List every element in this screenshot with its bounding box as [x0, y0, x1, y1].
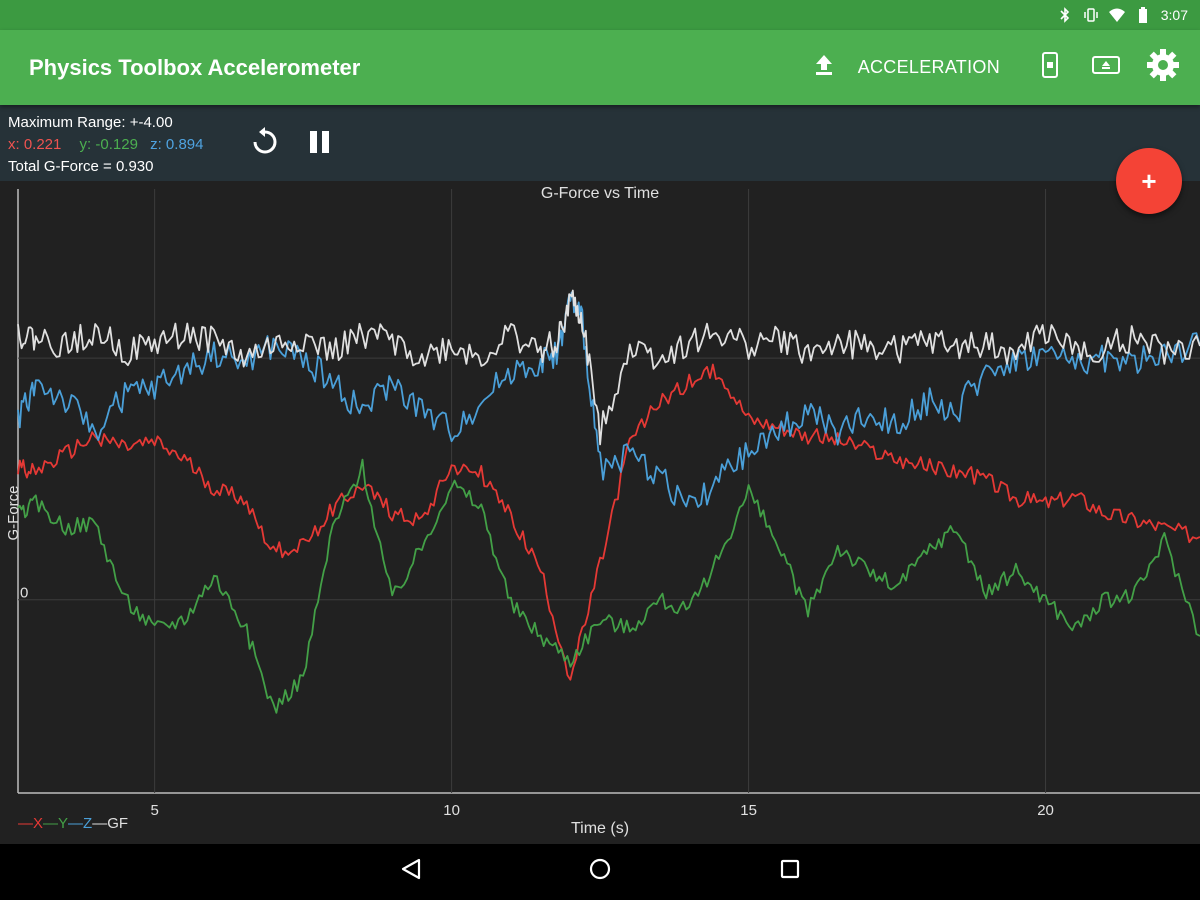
- gear-icon: [1146, 48, 1180, 87]
- series-line-y: [17, 458, 1200, 714]
- upload-icon: [814, 54, 834, 81]
- series-line-x: [17, 363, 1200, 681]
- battery-icon: [1135, 7, 1151, 23]
- status-time: 3:07: [1160, 7, 1188, 23]
- readout-panel: Maximum Range: +-4.00 x: 0.221 y: -0.129…: [0, 105, 1200, 181]
- screen-icon: [1092, 55, 1120, 80]
- legend-z-line: —: [68, 815, 84, 832]
- reset-button[interactable]: [248, 126, 282, 162]
- chart-grid: [17, 189, 1200, 794]
- chart-legend: —X—Y—Z—GF: [18, 815, 128, 832]
- gforce-chart: 5 10 15 20 0 G-Force vs Time Time (s) G-For…: [0, 181, 1200, 844]
- max-range-label: Maximum Range: +-4.00: [8, 114, 173, 131]
- wifi-icon: [1108, 7, 1125, 23]
- phone-orientation-icon: [1041, 52, 1059, 83]
- back-icon: [400, 858, 422, 885]
- home-icon: [589, 858, 611, 885]
- vibrate-icon: [1083, 7, 1099, 23]
- app-bar: Physics Toolbox Accelerometer ACCELERATI…: [0, 30, 1200, 105]
- legend-y: Y: [58, 815, 69, 832]
- y-tick-label: 0: [20, 585, 28, 602]
- y-axis-label: G-Force: [5, 485, 22, 540]
- legend-x: X: [33, 815, 44, 832]
- reset-icon: [250, 126, 280, 162]
- recents-button[interactable]: [775, 856, 805, 886]
- status-bar: 3:07: [0, 0, 1200, 30]
- chart-title: G-Force vs Time: [541, 185, 659, 202]
- z-value: z: 0.894: [150, 136, 204, 153]
- bluetooth-icon: [1057, 7, 1073, 23]
- back-button[interactable]: [396, 856, 426, 886]
- x-axis-label: Time (s): [571, 820, 629, 837]
- y-tick-labels: 0: [20, 585, 28, 602]
- chart-series: [17, 289, 1200, 714]
- x-tick-label: 20: [1037, 802, 1054, 819]
- phone-orientation-button[interactable]: [1022, 30, 1078, 105]
- y-value: y: -0.129: [79, 136, 138, 153]
- mode-acceleration-button[interactable]: ACCELERATION: [857, 57, 1000, 77]
- pause-icon: [308, 130, 332, 159]
- series-line-gf: [17, 289, 1200, 446]
- legend-gf-line: —: [92, 815, 108, 832]
- x-tick-label: 10: [443, 802, 460, 819]
- x-tick-labels: 5 10 15 20: [150, 802, 1053, 819]
- total-gforce-label: Total G-Force = 0.930: [8, 158, 154, 175]
- pause-button[interactable]: [303, 127, 337, 161]
- legend-x-line: —: [18, 815, 33, 832]
- x-tick-label: 5: [150, 802, 158, 819]
- fab-label: +: [1141, 165, 1157, 196]
- home-button[interactable]: [585, 856, 615, 886]
- settings-button[interactable]: [1134, 30, 1192, 105]
- legend-y-line: —: [43, 815, 59, 832]
- axis-readouts: x: 0.221 y: -0.129 z: 0.894: [8, 136, 203, 153]
- upload-button[interactable]: [804, 30, 844, 105]
- recents-icon: [780, 859, 800, 884]
- chart-svg: 5 10 15 20 0 G-Force vs Time Time (s) G-For…: [5, 185, 1200, 837]
- series-line-z: [17, 291, 1200, 508]
- x-tick-label: 15: [740, 802, 757, 819]
- system-nav-bar: [0, 844, 1200, 900]
- legend-gf: GF: [107, 815, 129, 832]
- screen-button[interactable]: [1078, 30, 1134, 105]
- app-title: Physics Toolbox Accelerometer: [29, 54, 361, 80]
- legend-z: Z: [83, 815, 93, 832]
- add-fab-button[interactable]: +: [1116, 148, 1182, 214]
- x-value: x: 0.221: [8, 136, 62, 153]
